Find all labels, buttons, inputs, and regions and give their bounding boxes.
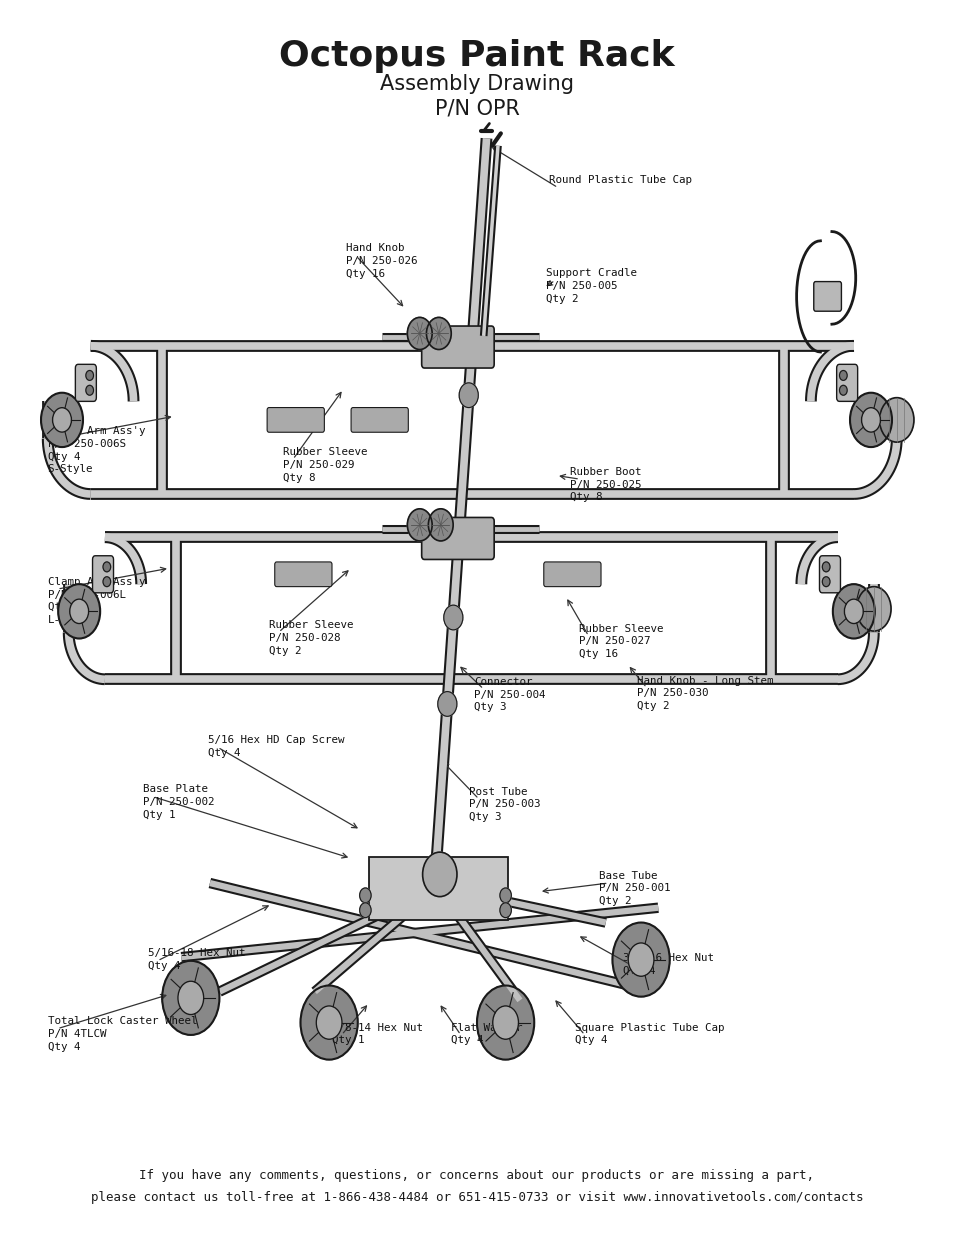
Text: please contact us toll-free at 1-866-438-4484 or 651-415-0733 or visit www.innov: please contact us toll-free at 1-866-438…: [91, 1192, 862, 1204]
Text: Clamp Arm Ass'y
P/N 250-006L
Qty 4
L-Style: Clamp Arm Ass'y P/N 250-006L Qty 4 L-Sty…: [48, 577, 145, 625]
Text: If you have any comments, questions, or concerns about our products or are missi: If you have any comments, questions, or …: [139, 1170, 814, 1182]
Text: Rubber Boot
P/N 250-025
Qty 8: Rubber Boot P/N 250-025 Qty 8: [570, 467, 641, 503]
Circle shape: [839, 385, 846, 395]
FancyBboxPatch shape: [421, 326, 494, 368]
Circle shape: [41, 393, 83, 447]
Circle shape: [177, 981, 204, 1015]
Circle shape: [821, 577, 829, 587]
Circle shape: [437, 692, 456, 716]
Circle shape: [627, 944, 654, 976]
FancyBboxPatch shape: [421, 517, 494, 559]
Text: Rubber Sleeve
P/N 250-027
Qty 16: Rubber Sleeve P/N 250-027 Qty 16: [578, 624, 663, 659]
FancyBboxPatch shape: [836, 364, 857, 401]
Circle shape: [426, 317, 451, 350]
Circle shape: [58, 584, 100, 638]
Circle shape: [861, 408, 880, 432]
Circle shape: [103, 562, 111, 572]
Circle shape: [359, 903, 371, 918]
Circle shape: [103, 577, 111, 587]
Text: 3/8-16 Hex Nut
Qty 4: 3/8-16 Hex Nut Qty 4: [622, 953, 713, 976]
Circle shape: [849, 393, 891, 447]
Text: Octopus Paint Rack: Octopus Paint Rack: [279, 38, 674, 73]
Circle shape: [832, 584, 874, 638]
FancyBboxPatch shape: [369, 857, 508, 920]
Circle shape: [407, 509, 432, 541]
Circle shape: [52, 408, 71, 432]
Circle shape: [612, 923, 669, 997]
Circle shape: [843, 599, 862, 624]
FancyBboxPatch shape: [75, 364, 96, 401]
Text: Support Cradle
P/N 250-005
Qty 2: Support Cradle P/N 250-005 Qty 2: [545, 268, 636, 304]
Circle shape: [449, 519, 468, 543]
Text: 5/16-18 Hex Nut
Qty 4: 5/16-18 Hex Nut Qty 4: [148, 948, 245, 971]
FancyBboxPatch shape: [813, 282, 841, 311]
Text: Hand Knob - Long Stem
P/N 250-030
Qty 2: Hand Knob - Long Stem P/N 250-030 Qty 2: [637, 676, 773, 711]
Text: Assembly Drawing: Assembly Drawing: [379, 74, 574, 94]
Text: P/N OPR: P/N OPR: [435, 99, 518, 119]
Circle shape: [443, 605, 462, 630]
Text: Hand Knob
P/N 250-026
Qty 16: Hand Knob P/N 250-026 Qty 16: [346, 243, 417, 279]
Circle shape: [499, 888, 511, 903]
FancyBboxPatch shape: [274, 562, 332, 587]
Circle shape: [839, 370, 846, 380]
Text: Rubber Sleeve
P/N 250-029
Qty 8: Rubber Sleeve P/N 250-029 Qty 8: [283, 447, 368, 483]
Text: Post Tube
P/N 250-003
Qty 3: Post Tube P/N 250-003 Qty 3: [469, 787, 540, 823]
Text: Flat Washer
Qty 4: Flat Washer Qty 4: [451, 1023, 522, 1045]
FancyBboxPatch shape: [351, 408, 408, 432]
Circle shape: [162, 961, 219, 1035]
FancyBboxPatch shape: [819, 556, 840, 593]
Circle shape: [422, 852, 456, 897]
Circle shape: [300, 986, 357, 1060]
Circle shape: [86, 385, 93, 395]
Text: Rubber Sleeve
P/N 250-028
Qty 2: Rubber Sleeve P/N 250-028 Qty 2: [269, 620, 354, 656]
Text: Base Plate
P/N 250-002
Qty 1: Base Plate P/N 250-002 Qty 1: [143, 784, 214, 820]
Text: Square Plastic Tube Cap
Qty 4: Square Plastic Tube Cap Qty 4: [575, 1023, 724, 1045]
Circle shape: [499, 903, 511, 918]
Text: 7/8-14 Hex Nut
Qty 1: 7/8-14 Hex Nut Qty 1: [332, 1023, 422, 1045]
Circle shape: [879, 398, 913, 442]
Circle shape: [70, 599, 89, 624]
Circle shape: [428, 509, 453, 541]
Circle shape: [407, 317, 432, 350]
Text: Clamp Arm Ass'y
P/N 250-006S
Qty 4
S-Style: Clamp Arm Ass'y P/N 250-006S Qty 4 S-Sty…: [48, 426, 145, 474]
Circle shape: [315, 1005, 341, 1040]
Circle shape: [821, 562, 829, 572]
Circle shape: [492, 1005, 518, 1040]
Text: Connector
P/N 250-004
Qty 3: Connector P/N 250-004 Qty 3: [474, 677, 545, 713]
FancyBboxPatch shape: [267, 408, 324, 432]
Circle shape: [476, 986, 534, 1060]
Text: Base Tube
P/N 250-001
Qty 2: Base Tube P/N 250-001 Qty 2: [598, 871, 670, 906]
FancyBboxPatch shape: [92, 556, 113, 593]
Circle shape: [458, 383, 477, 408]
Circle shape: [359, 888, 371, 903]
Text: Round Plastic Tube Cap: Round Plastic Tube Cap: [548, 175, 691, 185]
Circle shape: [86, 370, 93, 380]
Text: Total Lock Caster Wheel
P/N 4TLCW
Qty 4: Total Lock Caster Wheel P/N 4TLCW Qty 4: [48, 1016, 197, 1052]
Text: 5/16 Hex HD Cap Screw
Qty 4: 5/16 Hex HD Cap Screw Qty 4: [208, 735, 344, 757]
FancyBboxPatch shape: [543, 562, 600, 587]
Circle shape: [856, 587, 890, 631]
